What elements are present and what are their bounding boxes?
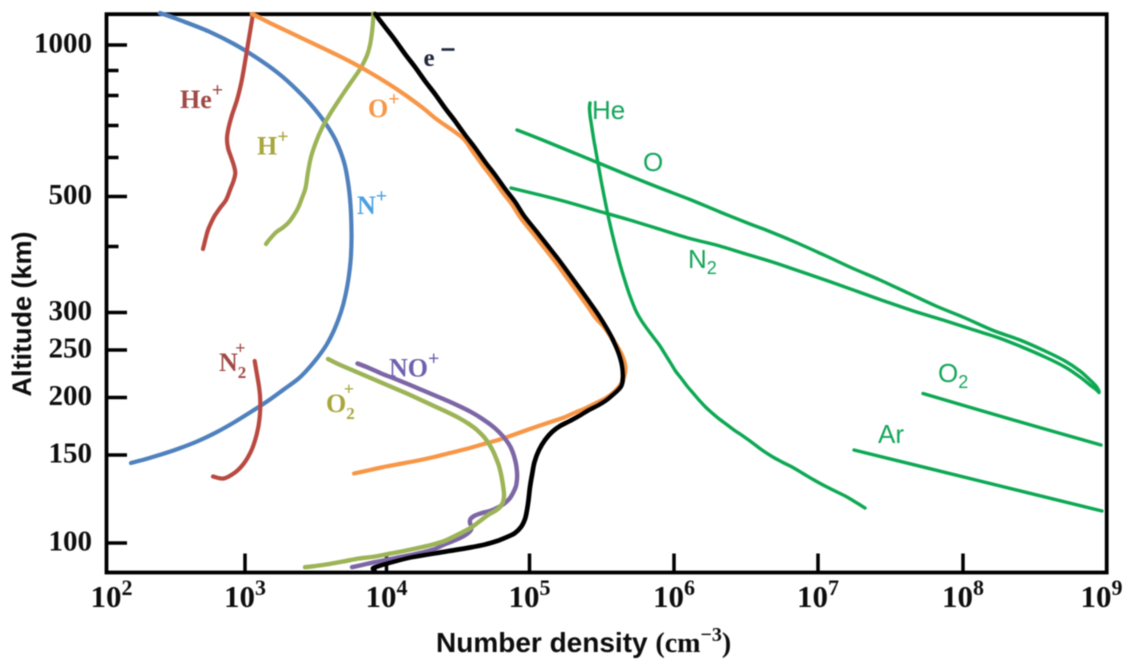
svg-text:He: He (592, 95, 625, 125)
svg-text:1000: 1000 (34, 28, 92, 60)
svg-text:150: 150 (49, 438, 93, 470)
svg-text:102: 102 (91, 575, 133, 614)
svg-text:100: 100 (49, 526, 93, 558)
svg-text:500: 500 (49, 179, 93, 211)
svg-text:Altitude (km): Altitude (km) (7, 232, 37, 397)
svg-text:300: 300 (49, 295, 93, 327)
svg-text:O: O (643, 147, 663, 177)
svg-text:Ar: Ar (878, 419, 904, 449)
svg-text:250: 250 (49, 333, 93, 365)
svg-text:e: e (424, 45, 435, 72)
svg-text:200: 200 (49, 380, 93, 412)
svg-text:105: 105 (509, 575, 551, 614)
svg-text:Number density (cm−3): Number density (cm−3) (436, 624, 731, 659)
svg-text:H+: H+ (257, 126, 289, 161)
